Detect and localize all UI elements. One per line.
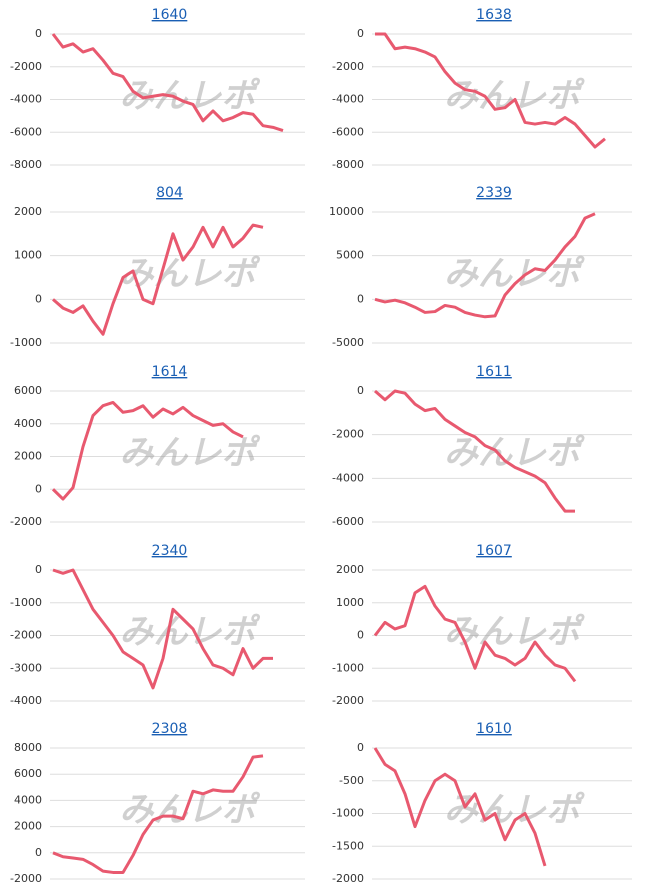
y-tick-label: -1000 — [332, 661, 364, 674]
y-tick-label: -4000 — [10, 93, 42, 106]
y-tick-label: -4000 — [332, 93, 364, 106]
data-line — [374, 389, 575, 513]
y-tick-label: 0 — [357, 384, 364, 397]
y-tick-label: 1000 — [14, 249, 42, 262]
y-tick-label: 0 — [35, 27, 42, 40]
y-tick-label: 0 — [357, 629, 364, 642]
y-tick-label: -3000 — [10, 661, 42, 674]
chart-title[interactable]: 1640 — [152, 7, 188, 23]
y-tick-label: -2000 — [10, 60, 42, 73]
y-tick-label: -6000 — [332, 515, 364, 528]
data-line — [52, 568, 273, 690]
chart-title[interactable]: 1607 — [476, 543, 512, 559]
y-tick-label: 5000 — [336, 249, 364, 262]
y-tick-label: -6000 — [10, 125, 42, 138]
y-tick-label: -6000 — [332, 125, 364, 138]
data-line — [51, 33, 284, 133]
chart-title[interactable]: 804 — [156, 185, 183, 201]
y-tick-label: 6000 — [14, 384, 42, 397]
y-tick-label: -2000 — [332, 428, 364, 441]
data-line — [374, 212, 596, 319]
y-tick-label: 0 — [357, 27, 364, 40]
y-tick-label: -2000 — [10, 872, 42, 885]
y-tick-label: -2000 — [332, 60, 364, 73]
chart-title[interactable]: 1610 — [476, 721, 512, 737]
watermark: みんレポ — [120, 76, 261, 116]
y-tick-label: -1000 — [10, 596, 42, 609]
data-line — [51, 400, 244, 501]
y-tick-label: -4000 — [10, 694, 42, 707]
chart-title[interactable]: 1614 — [152, 364, 188, 380]
y-tick-label: -8000 — [332, 158, 364, 171]
y-tick-label: -500 — [339, 774, 364, 787]
data-line — [373, 747, 547, 867]
y-tick-label: 4000 — [14, 793, 42, 806]
y-tick-label: -1000 — [10, 336, 42, 349]
chart-title[interactable]: 2340 — [152, 543, 188, 559]
y-tick-label: -1500 — [332, 839, 364, 852]
y-tick-label: 0 — [35, 292, 42, 305]
y-tick-label: 0 — [35, 563, 42, 576]
y-tick-label: -2000 — [332, 694, 364, 707]
chart-title[interactable]: 2339 — [476, 185, 512, 201]
y-tick-label: 2000 — [14, 820, 42, 833]
y-tick-label: 0 — [357, 741, 364, 754]
data-line — [52, 754, 264, 874]
y-tick-label: 6000 — [14, 767, 42, 780]
data-line — [52, 223, 264, 336]
y-tick-label: 2000 — [14, 450, 42, 463]
data-line — [375, 32, 606, 149]
y-tick-label: 4000 — [14, 417, 42, 430]
y-tick-label: -5000 — [332, 336, 364, 349]
y-tick-label: -1000 — [332, 807, 364, 820]
y-tick-label: 2000 — [14, 205, 42, 218]
y-tick-label: 0 — [35, 482, 42, 495]
watermark: みんレポ — [120, 612, 261, 652]
y-tick-label: 2000 — [336, 563, 364, 576]
y-tick-label: 8000 — [14, 741, 42, 754]
y-tick-label: -2000 — [10, 629, 42, 642]
chart-title[interactable]: 2308 — [152, 721, 188, 737]
y-tick-label: -2000 — [332, 872, 364, 885]
y-tick-label: 0 — [357, 292, 364, 305]
watermark: みんレポ — [120, 254, 261, 294]
y-tick-label: 0 — [35, 846, 42, 859]
chart-title[interactable]: 1611 — [476, 364, 512, 380]
watermark: みんレポ — [444, 76, 585, 116]
y-tick-label: 10000 — [329, 205, 364, 218]
y-tick-label: -2000 — [10, 515, 42, 528]
chart-title[interactable]: 1638 — [476, 7, 512, 23]
y-tick-label: -8000 — [10, 158, 42, 171]
y-tick-label: 1000 — [336, 596, 364, 609]
data-line — [373, 584, 577, 683]
y-tick-label: -4000 — [332, 471, 364, 484]
watermark: みんレポ — [120, 433, 261, 473]
watermark: みんレポ — [444, 254, 585, 294]
